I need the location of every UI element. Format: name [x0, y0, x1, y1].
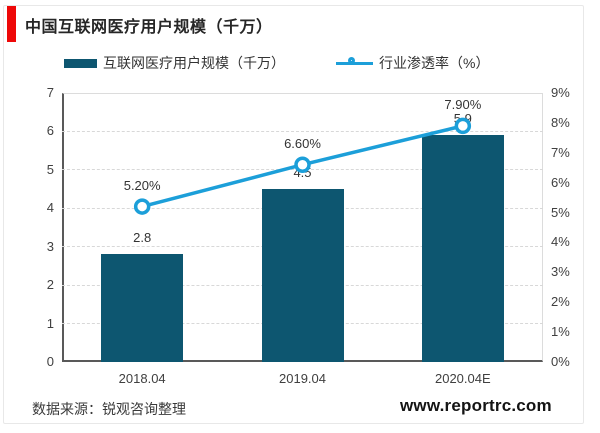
y-axis-tick-label: 6 [46, 123, 54, 139]
legend-line-icon [336, 54, 373, 72]
line-value-label: 5.20% [123, 177, 161, 193]
bar-value-label: 2.8 [133, 230, 152, 246]
y-axis-tick-label: 5 [46, 161, 54, 177]
watermark-url: www.reportrc.com [400, 396, 552, 415]
bar [421, 135, 504, 362]
y-axis-tick-label: 2 [46, 277, 54, 293]
line-marker-icon [133, 198, 151, 215]
line-value-label: 6.60% [284, 135, 321, 151]
legend-item-users: 互联网医疗用户规模（千万） [64, 54, 285, 72]
y2-axis-tick-label: 4% [551, 234, 570, 250]
line-marker-icon [294, 156, 311, 173]
legend-bar-swatch [64, 58, 97, 68]
legend-item-penetration: 行业渗透率（%） [336, 54, 489, 72]
y2-axis-tick-label: 3% [551, 264, 570, 280]
y-axis-tick-label: 3 [46, 238, 54, 254]
y2-axis-tick-label: 1% [551, 324, 570, 340]
legend-label-penetration: 行业渗透率（%） [379, 55, 490, 71]
y2-axis-tick-label: 5% [551, 204, 570, 220]
y-axis-tick-label: 7 [46, 85, 54, 100]
y2-axis-tick-label: 7% [551, 144, 570, 160]
gridline [62, 130, 543, 132]
y2-axis-tick-label: 9% [551, 85, 570, 100]
x-axis-label: 2019.04 [279, 371, 326, 386]
line-value-label: 7.90% [444, 96, 482, 112]
title-accent-bar [7, 6, 16, 42]
chart-title: 中国互联网医疗用户规模（千万） [25, 19, 273, 36]
y2-axis-tick-label: 2% [551, 294, 570, 310]
y-axis-tick-label: 0 [46, 354, 54, 369]
x-axis-label: 2020.04E [434, 371, 491, 386]
x-axis-label: 2018.04 [118, 371, 166, 386]
legend-line-circle-icon [348, 57, 355, 64]
y2-axis-tick-label: 6% [551, 174, 570, 190]
bar [261, 189, 344, 362]
y2-axis-tick-label: 8% [551, 114, 570, 130]
y-axis-tick-label: 4 [46, 200, 54, 216]
bar [101, 254, 184, 362]
y2-axis-tick-label: 0% [551, 354, 570, 369]
source-note: 数据来源：锐观咨询整理 [32, 401, 186, 417]
y-axis-tick-label: 1 [46, 315, 54, 331]
legend-line-segment [336, 61, 373, 65]
legend-label-users: 互联网医疗用户规模（千万） [103, 55, 285, 71]
line-marker-icon [454, 117, 472, 135]
